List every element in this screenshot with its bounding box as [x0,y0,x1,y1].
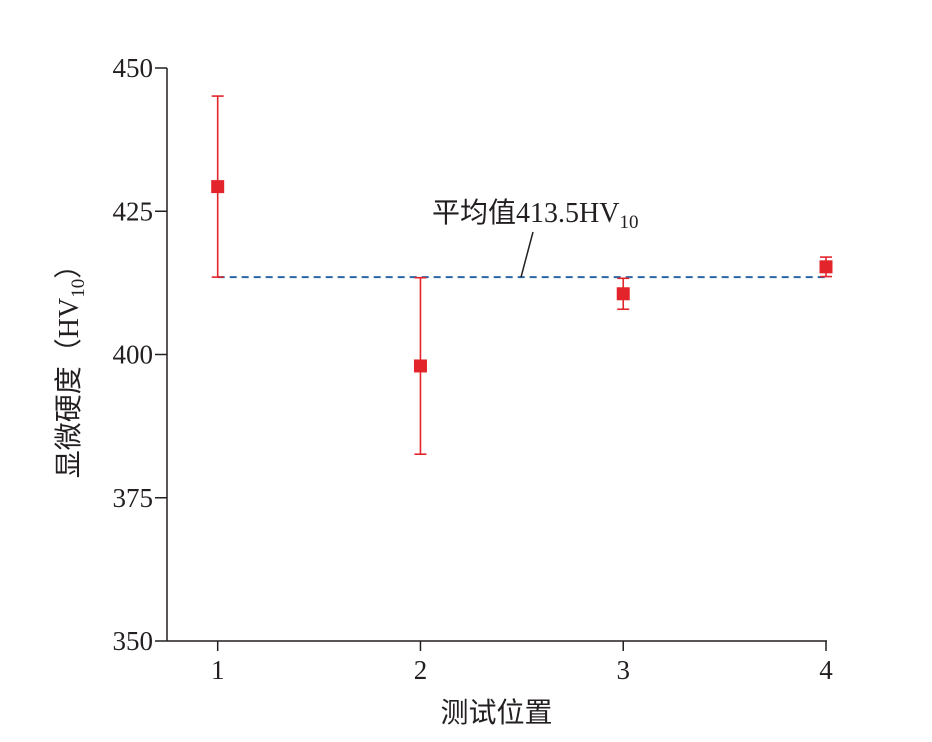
annotation: 平均值413.5HV10 [432,197,638,233]
y-tick-label: 350 [113,626,154,656]
y-tick-label: 450 [113,53,154,83]
x-axis-label: 测试位置 [440,697,552,729]
annotation-leader [520,231,534,278]
x-tick-label: 2 [414,655,428,685]
x-tick-label: 3 [616,655,630,685]
y-axis-label-end: ） [53,251,85,279]
marker [413,359,427,373]
y-tick-label: 425 [113,196,154,226]
marker [819,260,833,274]
x-tick-label: 1 [211,655,225,685]
y-axis-label-sub: 10 [68,279,89,298]
x-tick-label: 4 [819,655,833,685]
y-axis-label: 显微硬度（HV10） [53,251,89,478]
annotation-text: 平均值413.5HV [432,197,619,229]
marker [616,287,630,301]
y-tick-label: 375 [113,483,154,513]
annotation-sub: 10 [619,212,638,233]
marker [211,180,225,194]
y-axis-label-text: 显微硬度（HV [53,298,85,478]
y-tick-label: 400 [113,340,154,370]
